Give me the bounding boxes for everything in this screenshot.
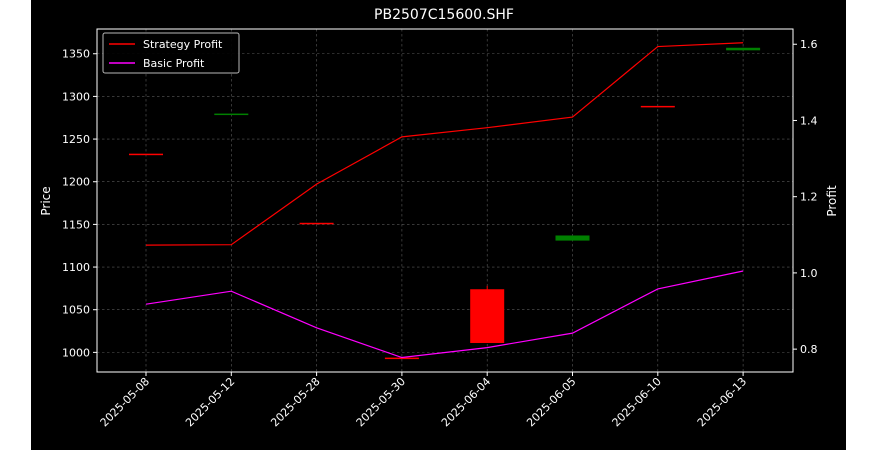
candle-body — [470, 289, 505, 343]
y-tick-label-left: 1200 — [62, 176, 90, 189]
legend-label: Basic Profit — [143, 57, 205, 70]
y-tick-label-left: 1000 — [62, 346, 90, 359]
grid — [97, 29, 793, 372]
y-tick-label-left: 1250 — [62, 133, 90, 146]
candles — [129, 47, 761, 360]
y-tick-label-right: 1.6 — [800, 38, 818, 51]
chart-title: PB2507C15600.SHF — [374, 7, 514, 23]
y-tick-label-left: 1350 — [62, 48, 90, 61]
candle-body — [384, 357, 419, 360]
candle-body — [640, 105, 675, 108]
figure-background — [31, 0, 846, 450]
candle-body — [726, 47, 761, 51]
candle-body — [299, 222, 334, 225]
strategy-profit-line — [145, 42, 744, 246]
legend-box — [102, 32, 240, 74]
plot-frame — [96, 28, 794, 373]
y-tick-label-left: 1050 — [62, 304, 90, 317]
y-tick-label-right: 1.4 — [800, 114, 818, 127]
y-axis-label-right: Profit — [825, 185, 839, 217]
candle-body — [214, 113, 249, 116]
y-tick-label-right: 0.8 — [800, 343, 818, 356]
y-tick-label-right: 1.0 — [800, 267, 818, 280]
basic-profit-line — [145, 270, 744, 359]
y-axis-label-left: Price — [39, 186, 53, 215]
y-tick-label-left: 1300 — [62, 90, 90, 103]
y-tick-label-left: 1100 — [62, 261, 90, 274]
legend-label: Strategy Profit — [143, 38, 223, 51]
y-tick-label-right: 1.2 — [800, 191, 818, 204]
profit-lines — [145, 42, 744, 359]
candle-body — [555, 235, 590, 241]
y-tick-label-left: 1150 — [62, 218, 90, 231]
legend: Strategy Profit Basic Profit — [102, 32, 240, 74]
candle-body — [129, 153, 163, 156]
